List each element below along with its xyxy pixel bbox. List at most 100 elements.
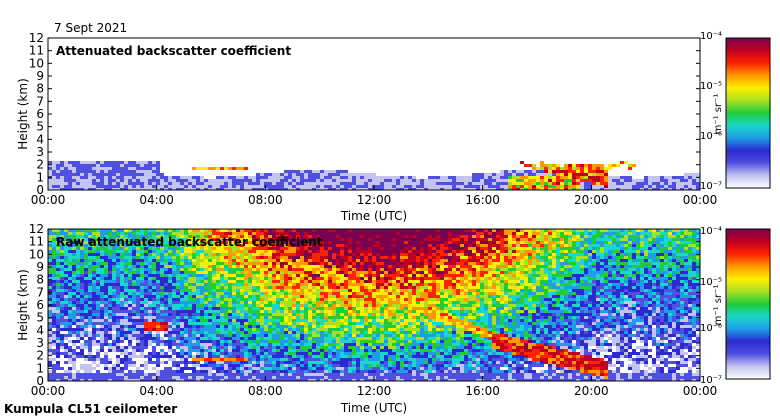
heat-cell bbox=[268, 286, 272, 289]
heat-cell bbox=[108, 167, 112, 170]
heat-cell bbox=[72, 271, 76, 274]
heat-cell bbox=[648, 176, 652, 179]
heat-cell bbox=[288, 280, 292, 283]
heat-cell bbox=[680, 185, 684, 188]
heat-cell bbox=[264, 179, 268, 182]
heat-cell bbox=[300, 364, 304, 367]
heat-cell bbox=[388, 176, 392, 179]
heat-cell bbox=[316, 295, 320, 298]
heat-cell bbox=[328, 346, 332, 349]
heat-cell bbox=[192, 304, 196, 307]
heat-cell bbox=[224, 367, 228, 370]
heat-cell bbox=[232, 343, 236, 346]
heat-cell bbox=[284, 322, 288, 325]
heat-cell bbox=[96, 355, 100, 358]
heat-cell bbox=[280, 274, 284, 277]
heat-cell bbox=[340, 188, 344, 190]
heat-cell bbox=[64, 235, 68, 238]
heat-cell bbox=[652, 179, 656, 182]
heat-cell bbox=[92, 298, 96, 301]
heat-cell bbox=[500, 179, 504, 182]
heat-cell bbox=[328, 379, 332, 381]
heat-cell bbox=[188, 253, 192, 256]
heat-cell bbox=[192, 244, 196, 247]
heat-cell bbox=[76, 319, 80, 322]
heat-cell bbox=[196, 364, 200, 367]
heat-cell bbox=[348, 289, 352, 292]
heat-cell bbox=[332, 370, 336, 373]
heat-cell bbox=[336, 185, 340, 188]
heat-cell bbox=[156, 364, 160, 367]
heat-cell bbox=[136, 235, 140, 238]
heat-cell bbox=[324, 185, 328, 188]
heat-cell bbox=[236, 328, 240, 331]
heat-cell bbox=[260, 176, 264, 179]
heat-cell bbox=[300, 268, 304, 271]
heat-cell bbox=[80, 340, 84, 343]
heat-cell bbox=[304, 241, 308, 244]
heat-cell bbox=[348, 292, 352, 295]
heat-cell bbox=[80, 319, 84, 322]
heat-cell bbox=[216, 265, 220, 268]
heat-cell bbox=[448, 179, 452, 182]
heat-cell bbox=[200, 358, 204, 361]
heat-cell bbox=[124, 170, 128, 173]
heat-cell bbox=[60, 277, 64, 280]
heat-cell bbox=[96, 301, 100, 304]
heat-cell bbox=[348, 238, 352, 241]
heat-cell bbox=[696, 188, 700, 190]
heat-cell bbox=[212, 322, 216, 325]
heat-cell bbox=[288, 262, 292, 265]
heat-cell bbox=[560, 173, 564, 176]
heat-cell bbox=[236, 247, 240, 250]
heat-cell bbox=[156, 331, 160, 334]
heat-cell bbox=[240, 238, 244, 241]
heat-cell bbox=[344, 343, 348, 346]
heat-cell bbox=[252, 298, 256, 301]
heat-cell bbox=[388, 188, 392, 190]
heat-cell bbox=[348, 256, 352, 259]
heat-cell bbox=[80, 376, 84, 379]
heat-cell bbox=[304, 361, 308, 364]
heat-cell bbox=[236, 337, 240, 340]
heat-cell bbox=[56, 271, 60, 274]
heat-cell bbox=[348, 295, 352, 298]
heat-cell bbox=[152, 256, 156, 259]
heat-cell bbox=[48, 361, 52, 364]
heat-cell bbox=[252, 346, 256, 349]
heat-cell bbox=[140, 167, 144, 170]
heat-cell bbox=[156, 367, 160, 370]
heat-cell bbox=[336, 274, 340, 277]
heat-cell bbox=[104, 265, 108, 268]
heat-cell bbox=[136, 310, 140, 313]
heat-cell bbox=[168, 379, 172, 381]
heat-cell bbox=[172, 253, 176, 256]
heat-cell bbox=[328, 259, 332, 262]
heat-cell bbox=[144, 343, 148, 346]
heat-cell bbox=[216, 298, 220, 301]
heat-cell bbox=[180, 316, 184, 319]
heat-cell bbox=[284, 188, 288, 190]
heat-cell bbox=[276, 331, 280, 334]
heat-cell bbox=[448, 182, 452, 185]
heat-cell bbox=[176, 256, 180, 259]
heat-cell bbox=[428, 176, 432, 179]
heat-cell bbox=[100, 161, 104, 164]
heat-cell bbox=[360, 179, 364, 182]
heat-cell bbox=[204, 319, 208, 322]
heat-cell bbox=[132, 343, 136, 346]
heat-cell bbox=[244, 322, 248, 325]
heat-cell bbox=[324, 262, 328, 265]
y-tick-label: 8 bbox=[36, 82, 44, 96]
heat-cell bbox=[88, 376, 92, 379]
heat-cell bbox=[332, 250, 336, 253]
heat-cell bbox=[144, 250, 148, 253]
heat-cell bbox=[112, 167, 116, 170]
heat-cell bbox=[248, 346, 252, 349]
heat-cell bbox=[128, 176, 132, 179]
heat-cell bbox=[284, 185, 288, 188]
heat-cell bbox=[400, 176, 404, 179]
heat-cell bbox=[280, 337, 284, 340]
heat-cell bbox=[196, 337, 200, 340]
heat-cell bbox=[108, 250, 112, 253]
